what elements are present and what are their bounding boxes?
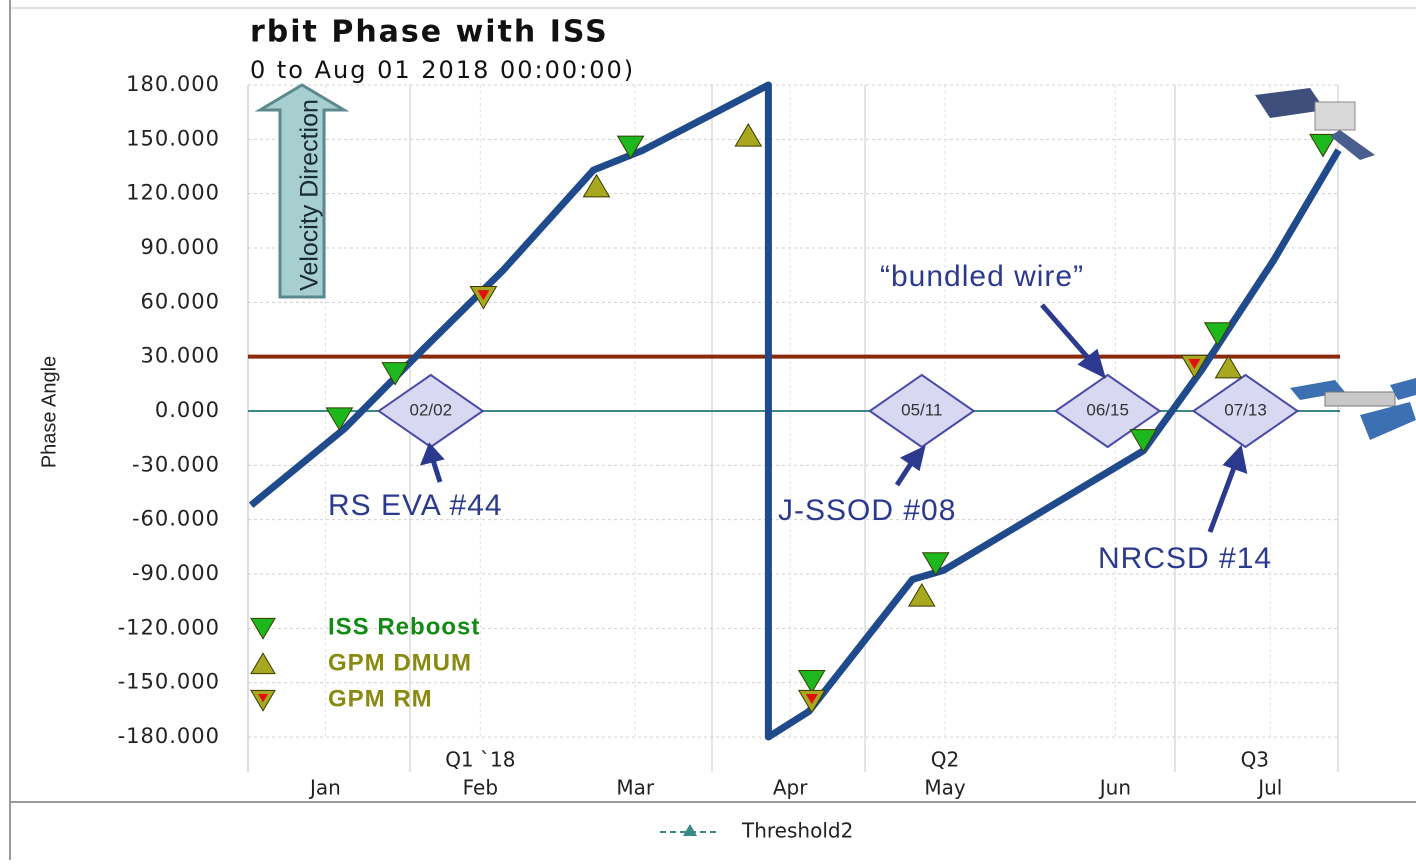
phase-line [248, 81, 1342, 741]
y-axis-label: Phase Angle [38, 356, 60, 468]
y-tick-label: 30.000 [141, 344, 220, 368]
y-tick-label: 0.000 [155, 398, 220, 422]
event-marker [1203, 322, 1232, 346]
y-tick-label: 120.000 [126, 181, 220, 205]
station-icon [1290, 378, 1416, 440]
legend-label: Threshold2 [741, 819, 853, 843]
event-label: 07/13 [1224, 400, 1267, 419]
event-marker [907, 583, 936, 607]
event-marker-dot [805, 693, 818, 705]
event-marker [1214, 354, 1243, 379]
event-marker [734, 123, 763, 147]
event-label: 02/02 [410, 400, 453, 419]
annotation: “bundled wire” [880, 260, 1084, 293]
x-tick-label: Jan [308, 776, 341, 800]
y-tick-label: 90.000 [141, 235, 220, 259]
event-marker [582, 173, 611, 198]
annotation: J-SSOD #08 [778, 494, 956, 527]
quarter-label: Q1 `18 [445, 748, 515, 772]
y-tick-label: -120.000 [118, 615, 220, 639]
y-tick-label: -30.000 [132, 452, 220, 476]
x-tick-label: May [924, 776, 966, 800]
chart-subtitle: 0 to Aug 01 2018 00:00:00) [250, 56, 635, 84]
legend-label: GPM DMUM [328, 649, 472, 676]
plot: 180.000 150.000 120.000 90.000 60.000 30.000 0… [118, 72, 1342, 843]
chart-title: rbit Phase with ISS [250, 15, 609, 50]
pointer-arrows [419, 303, 1248, 533]
x-tick-label: Feb [463, 776, 498, 800]
annotation: Velocity Direction [296, 99, 324, 291]
y-tick-label: 180.000 [126, 72, 220, 96]
legend-label: GPM RM [328, 685, 433, 712]
event-marker [797, 669, 826, 694]
legend-swatch [683, 824, 697, 836]
event-diamond [1053, 373, 1162, 449]
event-marker [381, 362, 410, 386]
legend-swatch [258, 694, 268, 703]
y-tick-label: -90.000 [132, 561, 220, 585]
legend-swatch [250, 617, 276, 640]
event-marker [1309, 133, 1337, 158]
satellite-icon [1255, 88, 1375, 160]
event-label: 06/15 [1086, 400, 1129, 419]
quarter-label: Q2 [931, 748, 959, 772]
quarter-label: Q3 [1241, 748, 1269, 772]
event-label: 05/11 [901, 400, 942, 419]
x-tick-label: Mar [616, 776, 655, 800]
y-tick-label: -150.000 [118, 670, 220, 694]
x-tick-label: Apr [773, 776, 808, 800]
y-tick-label: -60.000 [132, 507, 220, 531]
event-marker-dot [477, 290, 490, 301]
event-marker [1129, 429, 1158, 453]
event-diamond [868, 373, 976, 449]
y-tick-label: 150.000 [126, 126, 220, 150]
annotation: RS EVA #44 [328, 489, 503, 522]
event-diamond [1191, 373, 1300, 449]
x-tick-label: Jun [1098, 776, 1131, 800]
y-tick-label: -180.000 [118, 724, 220, 748]
velocity-arrow [254, 83, 350, 299]
y-tick-label: 60.000 [141, 289, 220, 313]
x-tick-label: Jul [1256, 776, 1282, 800]
event-marker [325, 407, 354, 431]
annotation: NRCSD #14 [1098, 542, 1272, 575]
legend-label: ISS Reboost [328, 613, 480, 640]
event-marker [921, 552, 950, 576]
legend-swatch [250, 652, 276, 675]
event-marker [616, 135, 645, 160]
event-marker-dot [1188, 358, 1201, 370]
